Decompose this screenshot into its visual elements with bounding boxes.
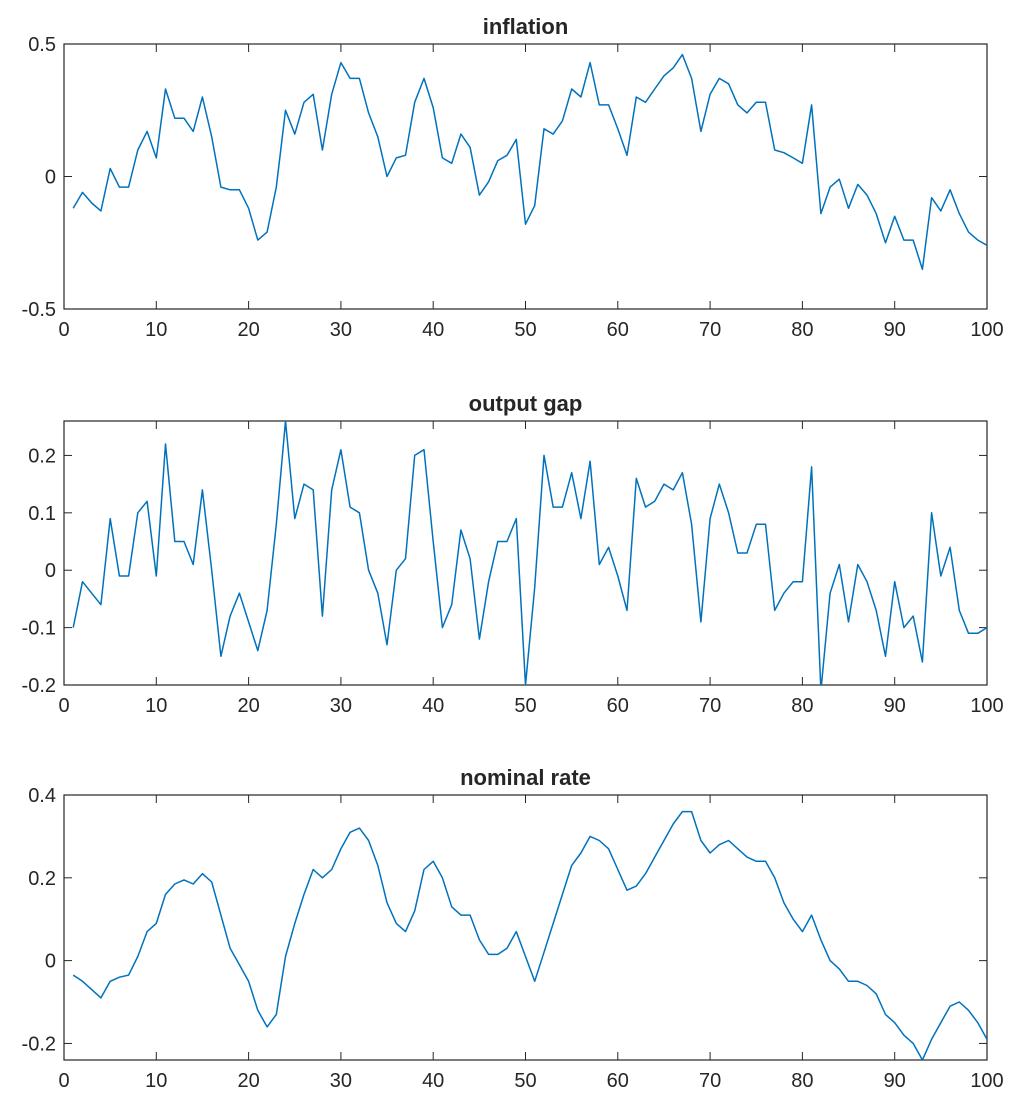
nominal-rate-x-tick-label: 0 [58, 1070, 69, 1092]
nominal-rate-x-tick-label: 20 [237, 1070, 259, 1092]
output-gap-x-tick-label: 30 [330, 695, 352, 717]
inflation-x-tick-label: 60 [607, 319, 629, 341]
output-gap-x-tick-label: 60 [607, 695, 629, 717]
nominal-rate-y-tick-label: 0.4 [28, 785, 56, 807]
inflation-title: inflation [483, 14, 569, 39]
output-gap-series-line [72, 421, 987, 685]
output-gap-x-tick-label: 50 [514, 695, 536, 717]
nominal-rate-x-tick-label: 40 [422, 1070, 444, 1092]
output-gap-x-tick-label: 70 [699, 695, 721, 717]
output-gap-x-tick-label: 40 [422, 695, 444, 717]
output-gap-y-tick-label: 0 [45, 560, 56, 582]
output-gap-x-tick-label: 80 [791, 695, 813, 717]
output-gap-x-tick-label: 0 [58, 695, 69, 717]
nominal-rate-y-tick-label: 0.2 [28, 868, 56, 890]
output-gap-x-tick-label: 100 [970, 695, 1003, 717]
inflation-x-tick-label: 80 [791, 319, 813, 341]
inflation-x-tick-label: 0 [58, 319, 69, 341]
output-gap-y-tick-label: -0.1 [22, 618, 56, 640]
nominal-rate-x-tick-label: 50 [514, 1070, 536, 1092]
inflation-x-tick-label: 50 [514, 319, 536, 341]
output-gap-panel: output gap 0 10 20 30 40 50 60 70 80 90 100 -0.2 -0.1… [22, 391, 1004, 717]
inflation-y-tick-label: 0 [45, 167, 56, 189]
inflation-x-tick-label: 90 [884, 319, 906, 341]
output-gap-x-tick-label: 10 [145, 695, 167, 717]
inflation-y-tick-label: -0.5 [22, 299, 56, 321]
inflation-series-line [72, 53, 987, 271]
output-gap-title: output gap [469, 391, 583, 416]
inflation-x-tick-label: 30 [330, 319, 352, 341]
nominal-rate-x-tick-label: 100 [970, 1070, 1003, 1092]
output-gap-x-tick-label: 90 [884, 695, 906, 717]
nominal-rate-axes-box [63, 794, 988, 1061]
nominal-rate-series-line [72, 810, 987, 1060]
output-gap-y-tick-label: 0.1 [28, 503, 56, 525]
inflation-x-tick-label: 100 [970, 319, 1003, 341]
nominal-rate-x-tick-label: 80 [791, 1070, 813, 1092]
inflation-x-tick-label: 40 [422, 319, 444, 341]
nominal-rate-x-tick-label: 30 [330, 1070, 352, 1092]
nominal-rate-title: nominal rate [460, 765, 591, 790]
nominal-rate-x-tick-label: 10 [145, 1070, 167, 1092]
inflation-x-tick-label: 70 [699, 319, 721, 341]
inflation-y-tick-label: 0.5 [28, 34, 56, 56]
inflation-x-tick-label: 10 [145, 319, 167, 341]
nominal-rate-x-tick-label: 90 [884, 1070, 906, 1092]
nominal-rate-x-tick-label: 70 [699, 1070, 721, 1092]
inflation-axes-box [63, 43, 988, 310]
inflation-x-tick-label: 20 [237, 319, 259, 341]
nominal-rate-x-tick-label: 60 [607, 1070, 629, 1092]
output-gap-axes-box [63, 420, 988, 686]
nominal-rate-y-tick-label: -0.2 [22, 1033, 56, 1055]
output-gap-x-tick-label: 20 [237, 695, 259, 717]
output-gap-y-tick-label: 0.2 [28, 445, 56, 467]
nominal-rate-y-tick-label: 0 [45, 951, 56, 973]
output-gap-y-tick-label: -0.2 [22, 675, 56, 697]
